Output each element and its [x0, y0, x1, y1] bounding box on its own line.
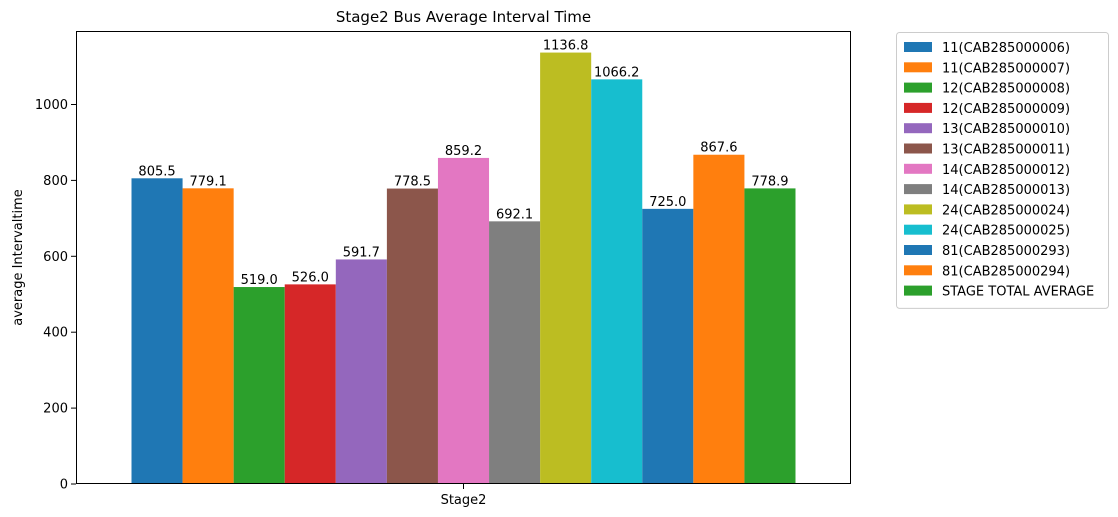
data-label-9: 1136.8	[543, 39, 589, 54]
bar-11	[642, 208, 694, 484]
legend-swatch-6	[904, 143, 932, 154]
bar-5	[335, 259, 387, 484]
data-label-4: 526.0	[292, 270, 329, 285]
legend-label-7: 14(CAB285000012)	[942, 163, 1070, 178]
data-label-13: 778.9	[751, 174, 788, 189]
legend-swatch-13	[904, 285, 932, 296]
bar-12	[693, 154, 745, 484]
bar-13	[744, 188, 796, 484]
data-label-8: 692.1	[496, 207, 533, 222]
legend-swatch-3	[904, 82, 932, 93]
data-label-7: 859.2	[445, 144, 482, 159]
y-tick-label: 600	[43, 250, 68, 265]
legend-swatch-2	[904, 62, 932, 73]
legend: 11(CAB285000006) 11(CAB285000007) 12(CAB28…	[896, 32, 1109, 309]
data-label-1: 805.5	[138, 164, 175, 179]
bar-3	[233, 287, 285, 484]
x-tick-label: Stage2	[441, 493, 487, 508]
data-label-2: 779.1	[190, 174, 227, 189]
bars-layer	[131, 52, 796, 485]
bar-4	[284, 284, 336, 484]
legend-swatch-4	[904, 102, 932, 113]
y-axis: 0 200 400 600 800 1000	[35, 98, 76, 493]
legend-swatch-10	[904, 224, 932, 235]
bar-7	[437, 157, 490, 484]
data-labels-layer: 805.5 779.1 519.0 526.0 591.7 778.5 859.2 692.1…	[138, 39, 788, 288]
legend-label-1: 11(CAB285000006)	[942, 41, 1070, 56]
legend-swatch-8	[904, 184, 932, 195]
y-tick-label: 200	[43, 402, 68, 417]
data-label-12: 867.6	[700, 141, 737, 156]
legend-label-10: 24(CAB285000025)	[942, 224, 1070, 239]
legend-swatch-5	[904, 123, 932, 134]
legend-label-12: 81(CAB285000294)	[942, 264, 1070, 279]
x-axis: Stage2	[441, 484, 487, 508]
legend-swatch-1	[904, 42, 932, 52]
legend-label-13: STAGE TOTAL AVERAGE	[942, 285, 1094, 300]
chart-title: Stage2 Bus Average Interval Time	[336, 8, 591, 26]
y-tick-label: 1000	[35, 98, 68, 113]
y-tick-label: 0	[60, 478, 68, 493]
legend-swatch-9	[904, 204, 932, 215]
legend-swatch-12	[904, 265, 932, 276]
bar-6	[386, 188, 438, 485]
bar-2	[182, 188, 234, 484]
legend-label-8: 14(CAB285000013)	[942, 183, 1070, 198]
bar-1	[131, 178, 183, 484]
data-label-11: 725.0	[649, 195, 686, 210]
y-tick-label: 400	[43, 326, 68, 341]
data-label-6: 778.5	[394, 175, 431, 190]
legend-label-5: 13(CAB285000010)	[942, 122, 1070, 137]
legend-label-3: 12(CAB285000008)	[942, 82, 1070, 97]
legend-label-2: 11(CAB285000007)	[942, 61, 1070, 76]
legend-label-4: 12(CAB285000009)	[942, 102, 1070, 117]
data-label-5: 591.7	[343, 245, 380, 260]
legend-box	[896, 32, 1109, 309]
data-label-10: 1066.2	[594, 65, 640, 80]
bar-10	[591, 79, 643, 485]
bar-8	[489, 221, 541, 484]
plot-frame	[76, 31, 851, 484]
legend-swatch-11	[904, 245, 932, 255]
y-tick-label: 800	[43, 174, 68, 189]
legend-label-9: 24(CAB285000024)	[942, 203, 1070, 218]
y-axis-title: average Intervaltime	[11, 189, 26, 326]
legend-swatch-7	[904, 163, 932, 174]
bar-9	[540, 52, 592, 484]
legend-label-11: 81(CAB285000293)	[942, 244, 1070, 259]
legend-label-6: 13(CAB285000011)	[942, 143, 1070, 158]
data-label-3: 519.0	[241, 273, 278, 288]
